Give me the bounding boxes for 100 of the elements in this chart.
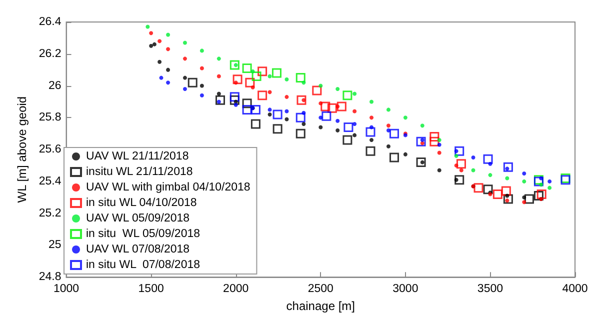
point: [234, 80, 238, 85]
point: [200, 84, 204, 88]
point: [492, 189, 502, 199]
point: [242, 63, 252, 73]
point: [352, 122, 357, 126]
y-tick-label: 25.2: [38, 207, 62, 220]
point: [416, 136, 426, 146]
point: [501, 186, 511, 196]
point: [182, 76, 187, 80]
point: [284, 77, 289, 82]
point: [454, 178, 458, 182]
point: [318, 84, 323, 88]
point: [182, 40, 187, 45]
point: [386, 128, 390, 132]
point: [536, 189, 546, 199]
point: [437, 138, 442, 142]
point: [474, 183, 484, 193]
point: [250, 119, 260, 129]
point: [539, 182, 544, 187]
point: [471, 168, 476, 172]
point: [216, 56, 221, 61]
point: [296, 95, 306, 105]
point: [454, 146, 464, 156]
point: [296, 128, 306, 138]
point: [370, 116, 374, 120]
point: [454, 154, 458, 158]
point: [389, 152, 399, 162]
point: [454, 163, 458, 168]
legend-label: in situ WL 07/08/2018: [86, 259, 200, 271]
point: [454, 175, 464, 185]
point: [296, 112, 306, 122]
x-tick-label: 1500: [138, 283, 164, 296]
legend-label: insitu WL 21/11/2018: [86, 166, 193, 178]
point: [352, 133, 357, 138]
point: [250, 85, 255, 90]
point: [200, 66, 204, 70]
point: [182, 56, 187, 61]
y-tick-label: 25: [48, 239, 62, 252]
legend-label: in situ WL 05/09/2018: [86, 228, 200, 240]
point: [166, 32, 170, 37]
point: [366, 127, 376, 137]
point: [534, 191, 544, 201]
y-tick-label: 24.8: [38, 271, 62, 284]
point: [242, 104, 252, 114]
point: [232, 74, 242, 84]
x-tick-label: 3500: [477, 283, 504, 296]
point: [268, 90, 272, 94]
point: [403, 152, 408, 156]
y-tick-label: 26.2: [38, 48, 62, 60]
point: [258, 90, 268, 100]
point: [158, 39, 162, 44]
point: [505, 176, 510, 180]
point: [370, 138, 374, 142]
point: [386, 108, 390, 112]
point: [284, 109, 289, 114]
point: [296, 73, 306, 83]
point: [488, 162, 492, 166]
point: [146, 24, 150, 29]
x-tick-label: 1000: [53, 283, 80, 296]
point: [272, 68, 282, 78]
point: [403, 116, 408, 120]
point: [342, 135, 352, 145]
point: [483, 154, 493, 164]
legend-label: UAV WL 05/09/2018: [86, 212, 190, 224]
point: [182, 86, 187, 91]
point: [166, 47, 170, 52]
y-axis-title: WL [m] above geoid: [15, 96, 29, 203]
point: [386, 124, 390, 128]
point: [336, 128, 340, 132]
y-tick-label: 25.8: [38, 112, 62, 124]
point: [336, 86, 340, 91]
point: [430, 136, 440, 146]
point: [302, 80, 306, 85]
point: [370, 100, 374, 104]
point: [272, 110, 282, 120]
y-tick-label: 25.6: [38, 144, 62, 156]
point: [302, 110, 306, 115]
point: [284, 117, 289, 122]
point: [548, 186, 552, 190]
point: [245, 78, 255, 88]
point: [216, 95, 226, 105]
point: [318, 101, 323, 106]
point: [258, 66, 268, 76]
point: [312, 86, 322, 96]
point: [456, 159, 466, 169]
point: [336, 104, 340, 108]
point: [230, 60, 240, 70]
point: [322, 111, 332, 121]
point: [483, 184, 493, 194]
x-tick-label: 3000: [392, 283, 418, 296]
point: [344, 122, 354, 132]
point: [302, 122, 306, 126]
point: [250, 69, 255, 74]
point: [366, 146, 376, 156]
y-tick-label: 26: [48, 80, 62, 92]
point: [503, 194, 513, 204]
point: [166, 80, 170, 85]
legend-label: UAV WL with gimbal 04/10/2018: [86, 182, 250, 194]
point: [488, 173, 492, 178]
point: [416, 158, 426, 168]
